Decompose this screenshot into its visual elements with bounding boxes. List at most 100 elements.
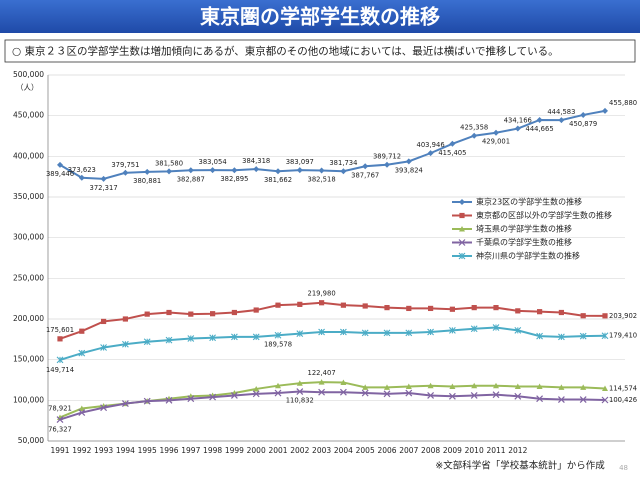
marker <box>601 396 609 404</box>
data-label: 387,767 <box>351 171 379 179</box>
x-tick-label: 1992 <box>72 446 91 455</box>
x-tick-label: 1995 <box>138 446 157 455</box>
marker <box>296 388 304 395</box>
marker <box>449 140 456 147</box>
marker <box>296 330 304 338</box>
marker <box>362 303 368 309</box>
x-tick-label: 1996 <box>159 446 178 455</box>
x-tick-label: 2001 <box>268 446 287 455</box>
marker <box>318 379 325 385</box>
marker <box>470 392 478 399</box>
data-label: 393,824 <box>395 166 423 174</box>
marker <box>57 161 63 168</box>
y-tick-label: 350,000 <box>13 192 44 201</box>
marker <box>405 389 413 397</box>
marker <box>231 167 238 174</box>
marker <box>166 309 172 316</box>
marker <box>253 166 260 173</box>
marker <box>536 383 543 390</box>
marker <box>78 405 85 411</box>
data-label: 382,887 <box>177 175 205 183</box>
marker <box>340 302 346 308</box>
marker <box>405 329 413 337</box>
marker <box>427 150 434 157</box>
marker <box>165 396 173 404</box>
series-line <box>59 326 606 361</box>
y-tick-label: 300,000 <box>13 233 44 242</box>
data-label: 110,832 <box>286 397 314 405</box>
marker <box>536 395 544 403</box>
data-label: 219,980 <box>308 290 336 298</box>
marker <box>209 393 217 401</box>
marker <box>383 390 391 398</box>
data-label: 389,712 <box>373 153 401 161</box>
source-note: ※文部科学省「学校基本統計」から作成 <box>435 460 605 472</box>
marker <box>78 174 85 181</box>
page-number: 48 <box>619 464 628 472</box>
data-label: 78,921 <box>48 404 72 412</box>
marker <box>362 163 369 170</box>
x-tick-label: 1997 <box>181 446 200 455</box>
marker <box>143 397 151 405</box>
data-label: 444,665 <box>526 125 554 133</box>
marker <box>144 168 151 175</box>
y-tick-label: 100,000 <box>13 395 44 404</box>
marker <box>449 383 456 390</box>
data-label: 384,318 <box>242 157 270 165</box>
marker <box>384 305 390 311</box>
marker <box>470 325 478 333</box>
marker <box>459 212 465 219</box>
marker <box>122 340 129 348</box>
marker <box>274 331 282 339</box>
series-line <box>59 381 606 419</box>
marker <box>187 335 195 342</box>
marker <box>459 226 465 232</box>
marker <box>579 396 587 403</box>
marker <box>187 167 194 174</box>
marker <box>384 161 390 168</box>
y-axis-title: （人） <box>16 83 39 92</box>
marker <box>514 392 522 400</box>
marker <box>275 168 281 175</box>
marker <box>427 328 434 336</box>
marker <box>428 305 434 312</box>
data-label: 425,358 <box>460 124 488 132</box>
marker <box>514 383 521 390</box>
marker <box>458 239 466 246</box>
marker <box>601 332 609 340</box>
marker <box>558 117 565 124</box>
marker <box>459 199 465 205</box>
marker <box>449 306 455 312</box>
data-label: 382,518 <box>308 176 336 184</box>
data-label: 434,166 <box>504 117 532 125</box>
x-tick-label: 1999 <box>225 446 244 455</box>
x-tick-label: 2009 <box>443 446 462 455</box>
marker <box>209 334 216 342</box>
plot-area: 50,000 100,000 150,000 200,000 250,000 300,00… <box>13 70 637 455</box>
data-label: 175,601 <box>46 326 74 334</box>
data-label: 381,662 <box>264 176 292 184</box>
x-tick-label: 2012 <box>508 446 527 455</box>
marker <box>383 329 391 337</box>
marker <box>231 309 237 316</box>
data-label: 189,578 <box>264 340 292 348</box>
marker <box>514 125 521 132</box>
marker <box>296 167 303 174</box>
marker <box>557 396 565 403</box>
marker <box>384 384 390 390</box>
marker <box>558 384 565 390</box>
marker <box>493 382 499 389</box>
marker <box>122 316 128 322</box>
y-tick-label: 250,000 <box>13 273 44 282</box>
marker <box>230 392 238 399</box>
marker <box>275 302 281 308</box>
marker <box>361 389 369 397</box>
marker <box>252 390 260 398</box>
series-line <box>59 390 606 421</box>
x-tick-label: 2011 <box>486 446 505 455</box>
marker <box>471 132 478 139</box>
marker <box>449 326 456 334</box>
marker <box>79 328 85 334</box>
marker <box>100 344 107 351</box>
